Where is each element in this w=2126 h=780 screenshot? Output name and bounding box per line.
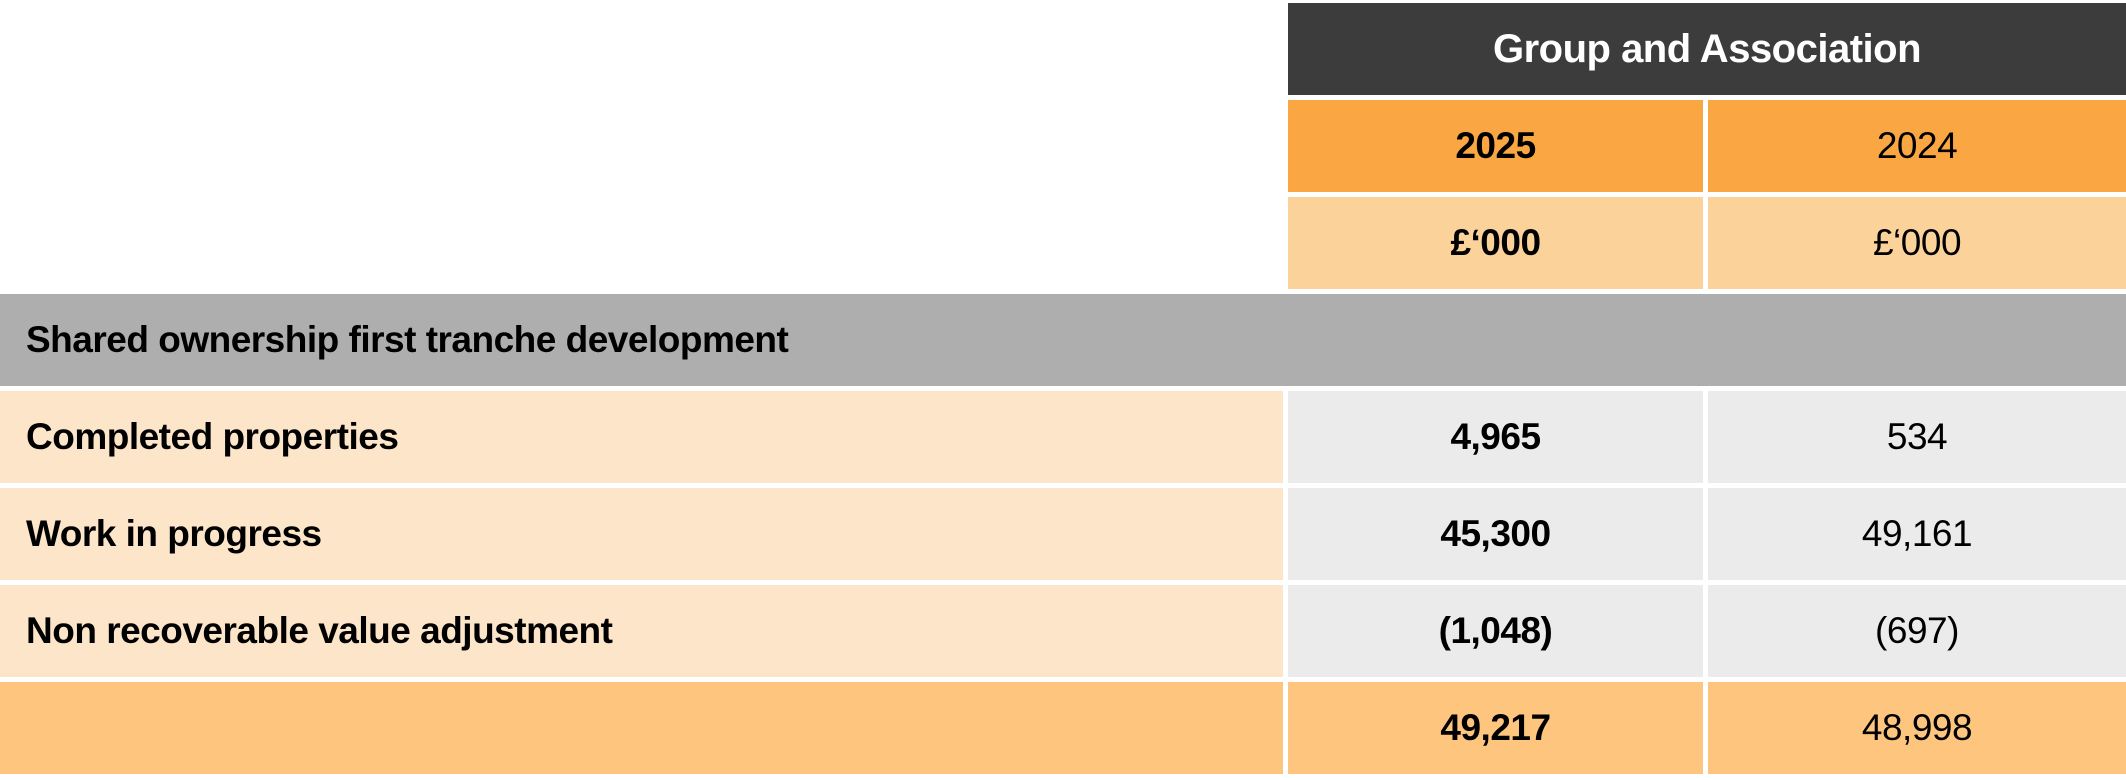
year-2024-header: 2024 [1708, 100, 2126, 192]
header-spacer [0, 3, 1283, 95]
section-banner: Shared ownership first tranche developme… [0, 294, 2126, 386]
table-row: Work in progress 45,300 49,161 [0, 488, 2126, 580]
year-header-row: 2025 2024 [0, 100, 2126, 192]
table-header-row: Group and Association [0, 3, 2126, 95]
table-title: Group and Association [1492, 26, 1922, 71]
section-banner-row: Shared ownership first tranche developme… [0, 294, 2126, 386]
year-2025-header: 2025 [1288, 100, 1703, 192]
work-in-progress-2024-value: 49,161 [1708, 488, 2126, 580]
unit-2025-header: £‘000 [1288, 197, 1703, 289]
completed-properties-2024-value: 534 [1708, 391, 2126, 483]
table-row: Completed properties 4,965 534 [0, 391, 2126, 483]
unit-header-row: £‘000 £‘000 [0, 197, 2126, 289]
row-label-completed-properties: Completed properties [0, 391, 1283, 483]
non-recoverable-2024-value: (697) [1708, 585, 2126, 677]
group-association-header-cell: Group and Association [1288, 3, 2126, 95]
row-label-non-recoverable-value-adjustment: Non recoverable value adjustment [0, 585, 1283, 677]
unit-2024-header: £‘000 [1708, 197, 2126, 289]
table-row: Non recoverable value adjustment (1,048)… [0, 585, 2126, 677]
non-recoverable-2025-value: (1,048) [1288, 585, 1703, 677]
work-in-progress-2025-value: 45,300 [1288, 488, 1703, 580]
year-row-spacer [0, 100, 1283, 192]
row-label-work-in-progress: Work in progress [0, 488, 1283, 580]
total-row: 49,217 48,998 [0, 682, 2126, 774]
completed-properties-2025-value: 4,965 [1288, 391, 1703, 483]
total-2025-value: 49,217 [1288, 682, 1703, 774]
total-2024-value: 48,998 [1708, 682, 2126, 774]
total-row-spacer [0, 682, 1283, 774]
unit-row-spacer [0, 197, 1283, 289]
